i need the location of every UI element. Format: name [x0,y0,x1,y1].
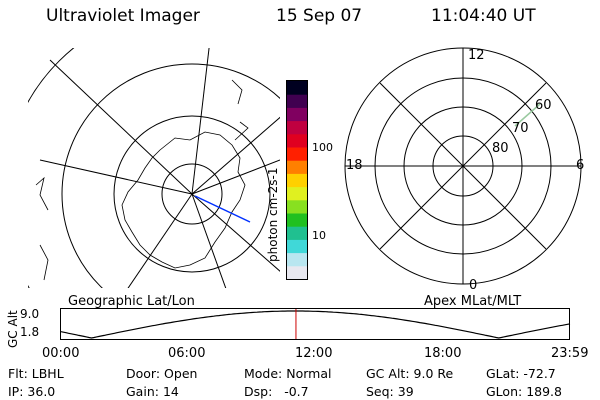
colorbar-swatch [287,147,307,161]
info-door: Door: Open [126,366,198,381]
coastline [231,79,243,105]
altitude-tick-9: 9.0 [20,307,40,321]
colorbar-tick-10: 10 [312,229,326,242]
coastline [35,176,49,211]
colorbar-swatch [287,81,307,95]
color-bar [286,80,308,280]
info-gain: Gain: 14 [126,384,179,399]
colorbar-swatch [287,226,307,240]
colorbar-swatch [287,160,307,174]
mlt-label-6: 6 [576,158,585,173]
colorbar-frame [286,80,308,280]
mlt-diagonal [379,82,547,250]
x-tick-0000: 00:00 [42,346,80,361]
colorbar-swatch [287,133,307,148]
meridian-line [191,116,280,195]
colorbar-swatch [287,120,307,135]
aurora-trace [514,103,541,127]
colorbar-swatch [287,94,307,108]
info-glat: GLat: -72.7 [486,366,556,381]
meridian-line [39,159,193,195]
x-tick-2359: 23:59 [551,346,589,361]
lat-label-70: 70 [512,121,529,136]
colorbar-swatch [287,199,307,214]
coastline [39,244,49,281]
mlt-label-18: 18 [346,158,363,173]
time-label: 11:04:40 UT [431,6,536,26]
info-glon: GLon: 189.8 [486,384,562,399]
info-seq: Seq: 39 [366,384,414,399]
colorbar-swatch [287,252,307,267]
altitude-curve [60,310,571,339]
date-label: 15 Sep 07 [276,6,363,26]
colorbar-swatch [287,213,307,227]
altitude-tick-1-8: 1.8 [20,325,40,339]
instrument-title: Ultraviolet Imager [46,6,200,26]
geographic-panel-label: Geographic Lat/Lon [68,294,195,309]
info-mode: Mode: Normal [244,366,332,381]
meridian-line [191,48,210,195]
meridian-line [127,193,193,288]
altitude-frame [60,308,570,340]
meridian-line [191,193,227,288]
x-tick-0600: 06:00 [168,346,206,361]
x-tick-1200: 12:00 [295,346,333,361]
mlt-label-0: 0 [469,278,478,293]
meridian-line [191,159,280,195]
x-tick-1800: 18:00 [424,346,462,361]
lat-circle [61,63,280,288]
meridian-line [49,59,193,195]
lat-circle [113,115,271,273]
polar-plot [344,47,582,285]
meridian-line [191,193,280,272]
altitude-ylabel: GC Alt [6,310,20,348]
colorbar-unit-label: photon cm-2s-1 [266,167,280,263]
info-flt: Flt: LBHL [8,366,64,381]
lat-circle [161,163,223,225]
colorbar-swatch [287,173,307,188]
info-ip: IP: 36.0 [8,384,56,399]
colorbar-tick-100: 100 [312,141,333,154]
colorbar-swatch [287,265,307,280]
polar-panel-label: Apex MLat/MLT [424,294,522,309]
info-dsp: Dsp: -0.7 [244,384,309,399]
terminator-line [194,195,251,223]
colorbar-swatch [287,107,307,122]
mlt-label-12: 12 [468,48,485,63]
antarctica-coastline [121,131,246,269]
lat-label-80: 80 [492,141,509,156]
colorbar-swatch [287,239,307,254]
info-gc-alt: GC Alt: 9.0 Re [366,366,454,381]
lat-label-60: 60 [535,98,552,113]
altitude-plot [60,308,571,340]
colorbar-swatch [287,186,307,201]
